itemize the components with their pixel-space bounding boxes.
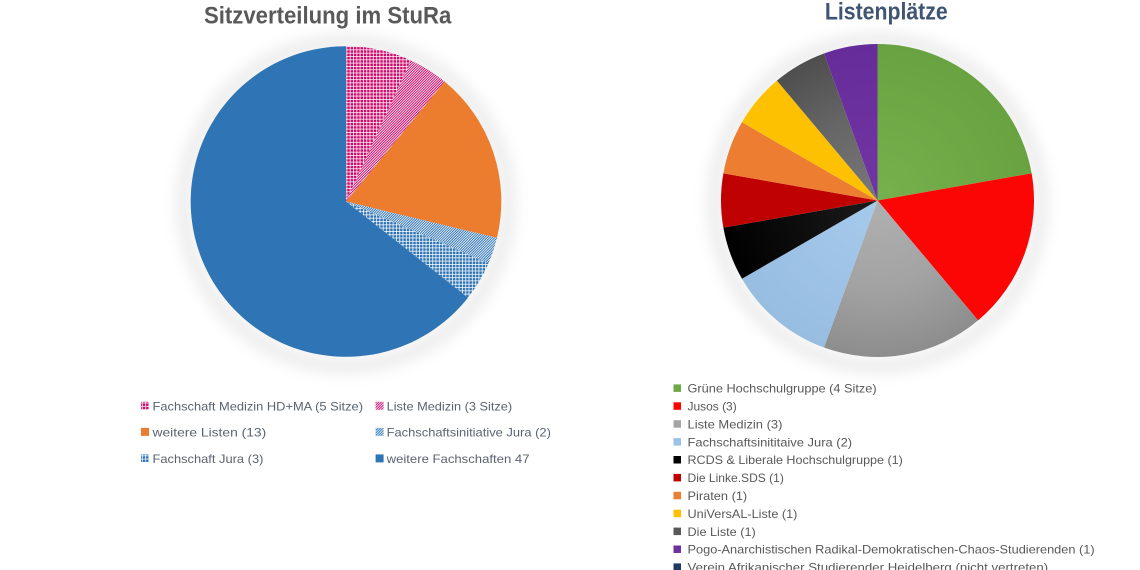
svg-text:Fachschaft Medizin HD+MA (5 Si: Fachschaft Medizin HD+MA (5 Sitze) xyxy=(153,399,364,413)
svg-text:Die Linke.SDS (1): Die Linke.SDS (1) xyxy=(688,471,784,485)
svg-text:weitere Listen (13): weitere Listen (13) xyxy=(151,425,266,439)
svg-text:Piraten (1): Piraten (1) xyxy=(688,489,748,503)
svg-text:Pogo-Anarchistischen Radikal-D: Pogo-Anarchistischen Radikal-Demokratisc… xyxy=(688,543,1095,557)
svg-text:Liste Medizin (3 Sitze): Liste Medizin (3 Sitze) xyxy=(387,399,513,413)
svg-text:Sitzverteilung im StuRa: Sitzverteilung im StuRa xyxy=(204,3,452,30)
svg-text:Fachschaft Jura (3): Fachschaft Jura (3) xyxy=(153,452,264,466)
svg-text:Jusos (3): Jusos (3) xyxy=(688,400,737,414)
svg-text:Grüne Hochschulgruppe (4 Sitze: Grüne Hochschulgruppe (4 Sitze) xyxy=(688,382,877,396)
svg-text:Fachschaftsinitiative Jura (2): Fachschaftsinitiative Jura (2) xyxy=(387,425,551,439)
svg-text:Fachschaftsinititaive Jura (2): Fachschaftsinititaive Jura (2) xyxy=(688,435,853,449)
svg-text:Liste Medizin (3): Liste Medizin (3) xyxy=(688,417,783,431)
svg-text:Listenplätze: Listenplätze xyxy=(825,0,948,26)
svg-text:Die Liste (1): Die Liste (1) xyxy=(688,525,756,539)
svg-text:Verein Afrikanischer Studieren: Verein Afrikanischer Studierender Heidel… xyxy=(688,561,1049,570)
svg-text:UniVersAL-Liste (1): UniVersAL-Liste (1) xyxy=(688,507,798,521)
svg-text:RCDS & Liberale Hochschulgrupp: RCDS & Liberale Hochschulgruppe (1) xyxy=(688,453,903,467)
svg-text:weitere Fachschaften 47: weitere Fachschaften 47 xyxy=(386,452,530,466)
